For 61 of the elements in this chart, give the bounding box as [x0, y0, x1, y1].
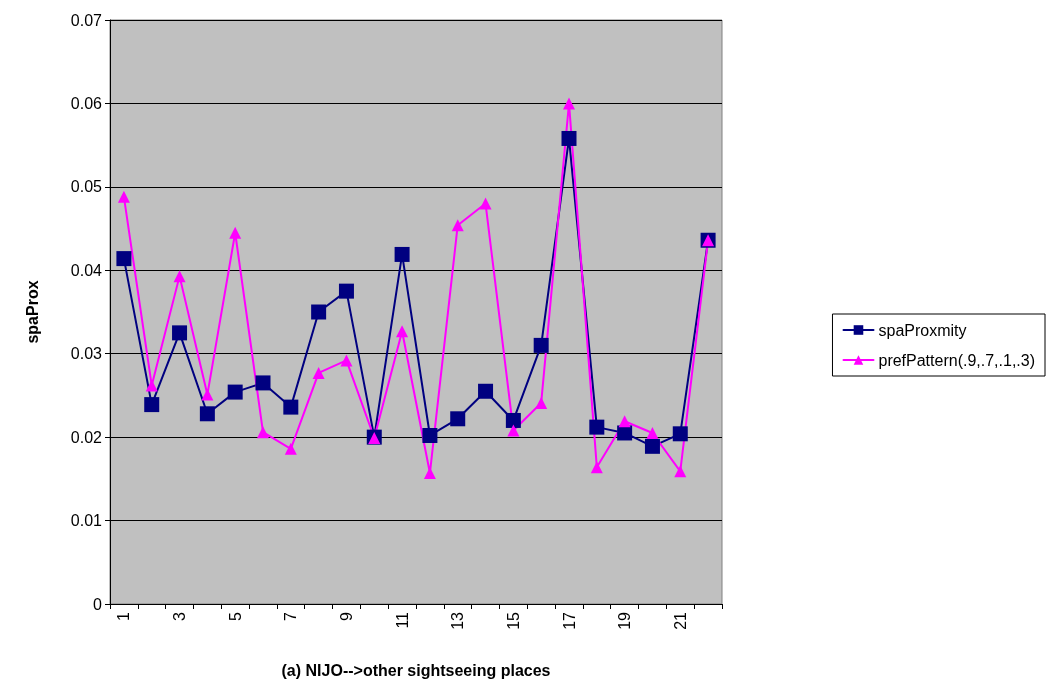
point [535, 396, 548, 409]
point [283, 399, 299, 415]
y-tick-label: 0.04 [70, 261, 103, 279]
point [117, 190, 130, 203]
point [394, 246, 410, 262]
legend-label: prefPattern(.9,.7,.1,.3) [878, 351, 1036, 369]
x-tick-label: 13 [449, 611, 467, 630]
point [201, 388, 214, 401]
point [505, 412, 521, 428]
y-tick-label: 0.06 [70, 94, 103, 112]
point [507, 424, 520, 437]
x-tick-label: 19 [616, 611, 634, 630]
x-tick-label: 9 [337, 611, 355, 621]
x-tick-label: 1 [115, 611, 133, 621]
y-tick-label: 0.07 [70, 11, 103, 29]
y-tick-label: 0.03 [70, 345, 103, 363]
y-axis-title: spaProx [23, 280, 41, 344]
x-tick-label: 21 [671, 611, 689, 630]
point [173, 270, 186, 283]
x-tick-label: 3 [171, 611, 189, 621]
y-tick-label: 0.02 [70, 428, 103, 446]
point [618, 415, 631, 428]
point [646, 426, 659, 439]
point [311, 304, 327, 320]
point [144, 397, 160, 413]
point [116, 251, 132, 267]
point [312, 366, 325, 379]
point [479, 197, 492, 210]
y-tick-label: 0.01 [70, 512, 103, 530]
point [172, 325, 188, 341]
point [590, 461, 603, 474]
point [617, 425, 633, 441]
point [340, 354, 353, 367]
point [227, 384, 243, 400]
point [672, 426, 688, 442]
x-tick-label: 7 [282, 611, 300, 621]
y-tick-label: 0.05 [70, 178, 103, 196]
point [199, 406, 215, 422]
point [451, 219, 464, 232]
point [563, 97, 575, 110]
point [255, 375, 271, 391]
x-tick-label: 11 [393, 611, 411, 629]
x-tick-label: 5 [226, 611, 244, 621]
point [338, 283, 354, 299]
point [396, 325, 409, 338]
legend-label: spaProxmity [878, 321, 967, 339]
point [257, 426, 269, 439]
point [229, 226, 242, 239]
point [478, 383, 494, 399]
point [533, 337, 549, 353]
point [644, 438, 660, 454]
x-axis-title: (a) NIJO-->other sightseeing places [281, 661, 551, 679]
x-tick-label: 15 [504, 611, 522, 630]
point [674, 465, 687, 478]
y-tick-label: 0 [93, 595, 103, 613]
point [561, 130, 577, 146]
point [422, 427, 438, 443]
point [284, 442, 297, 455]
point [589, 419, 605, 435]
point [450, 411, 466, 427]
x-tick-label: 17 [560, 611, 578, 630]
